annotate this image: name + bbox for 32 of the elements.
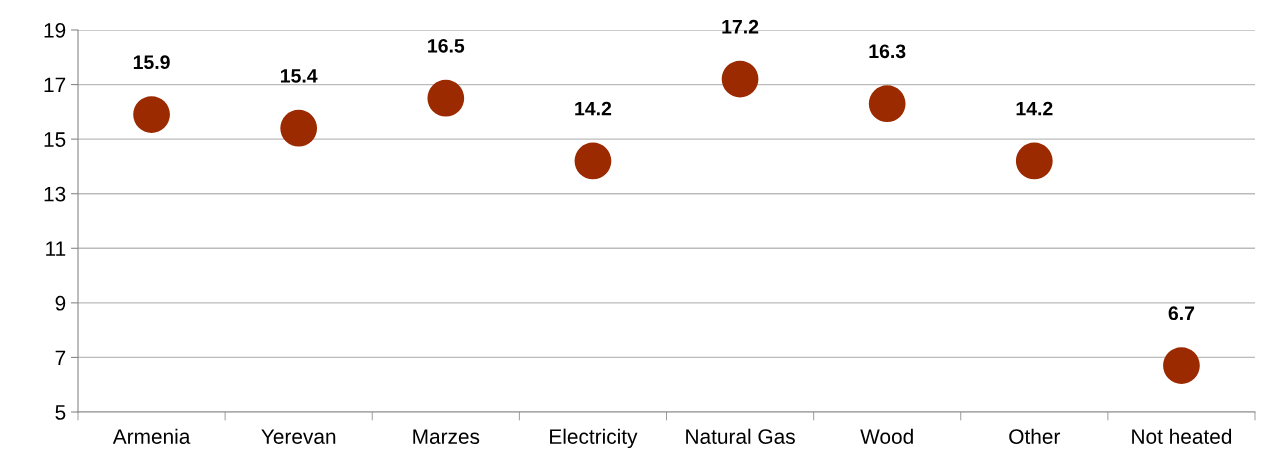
x-tick-label: Other bbox=[1009, 428, 1061, 444]
x-tick-label: Electricity bbox=[550, 428, 638, 449]
data-label: 14.2 bbox=[575, 101, 612, 116]
y-tick-label: 17 bbox=[44, 77, 66, 93]
data-label: 16.3 bbox=[869, 44, 906, 59]
x-tick-label: Natural Gas bbox=[686, 428, 795, 444]
y-tick-label: 15 bbox=[44, 132, 66, 147]
data-label: 16.5 bbox=[428, 38, 465, 53]
data-label: 15.9 bbox=[133, 55, 170, 70]
data-label: 6.7 bbox=[1168, 306, 1195, 321]
y-tick-label: 5 bbox=[55, 405, 66, 420]
y-tick-label: 13 bbox=[44, 186, 66, 202]
data-label: 17.2 bbox=[722, 19, 759, 34]
point bbox=[427, 79, 465, 117]
y-tick-label: 19 bbox=[44, 23, 66, 38]
x-tick-label: Marzes bbox=[413, 429, 480, 444]
y-tick-label: 9 bbox=[55, 295, 66, 311]
y-tick-label: 7 bbox=[55, 350, 66, 365]
point bbox=[574, 142, 612, 180]
y-tick-label: 11 bbox=[46, 241, 66, 256]
x-tick-label: Wood bbox=[860, 428, 913, 444]
point bbox=[1015, 142, 1053, 180]
x-tick-label: Armenia bbox=[112, 428, 191, 444]
data-label: 15.4 bbox=[280, 69, 318, 83]
point bbox=[868, 85, 906, 123]
point bbox=[1163, 347, 1200, 384]
point bbox=[133, 96, 170, 133]
point bbox=[280, 109, 318, 147]
x-tick-label: Yerevan bbox=[261, 429, 336, 444]
data-label: 14.2 bbox=[1016, 101, 1053, 116]
point bbox=[721, 60, 759, 98]
x-tick-label: Not heated bbox=[1132, 428, 1232, 444]
